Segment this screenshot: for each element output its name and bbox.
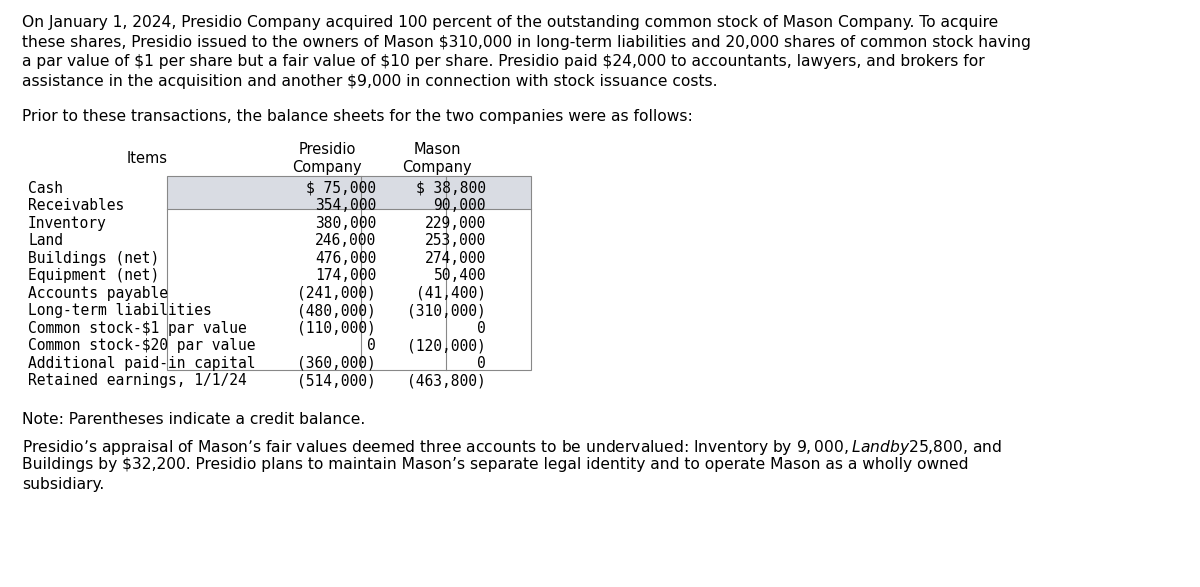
Text: Presidio
Company: Presidio Company (292, 143, 362, 175)
Text: 274,000: 274,000 (425, 251, 486, 266)
Text: 174,000: 174,000 (314, 268, 376, 284)
Text: Long-term liabilities: Long-term liabilities (28, 303, 211, 318)
Text: On January 1, 2024, Presidio Company acquired 100 percent of the outstanding com: On January 1, 2024, Presidio Company acq… (22, 15, 998, 30)
Text: 246,000: 246,000 (314, 234, 376, 248)
Text: Presidio’s appraisal of Mason’s fair values deemed three accounts to be underval: Presidio’s appraisal of Mason’s fair val… (22, 438, 1002, 457)
Text: 354,000: 354,000 (314, 198, 376, 213)
Text: (480,000): (480,000) (298, 303, 376, 318)
Text: Cash: Cash (28, 181, 64, 196)
Text: Mason
Company: Mason Company (402, 143, 472, 175)
Text: Buildings by $32,200. Presidio plans to maintain Mason’s separate legal identity: Buildings by $32,200. Presidio plans to … (22, 457, 968, 473)
Text: Retained earnings, 1/1/24: Retained earnings, 1/1/24 (28, 373, 247, 389)
Text: subsidiary.: subsidiary. (22, 477, 104, 492)
Text: (360,000): (360,000) (298, 356, 376, 371)
Text: Land: Land (28, 234, 64, 248)
Text: Common stock-$1 par value: Common stock-$1 par value (28, 321, 247, 336)
Text: 90,000: 90,000 (433, 198, 486, 213)
Text: Receivables: Receivables (28, 198, 125, 213)
Text: these shares, Presidio issued to the owners of Mason $310,000 in long-term liabi: these shares, Presidio issued to the own… (22, 35, 1031, 49)
Text: (110,000): (110,000) (298, 321, 376, 336)
Text: Inventory: Inventory (28, 216, 107, 231)
Text: (120,000): (120,000) (407, 338, 486, 353)
Text: (310,000): (310,000) (407, 303, 486, 318)
Text: 50,400: 50,400 (433, 268, 486, 284)
Text: 0: 0 (367, 338, 376, 353)
Text: $ 75,000: $ 75,000 (306, 181, 376, 196)
Text: Prior to these transactions, the balance sheets for the two companies were as fo: Prior to these transactions, the balance… (22, 109, 692, 124)
Text: Accounts payable: Accounts payable (28, 286, 168, 301)
Text: Buildings (net): Buildings (net) (28, 251, 160, 266)
Text: 0: 0 (478, 321, 486, 336)
Text: (463,800): (463,800) (407, 373, 486, 389)
Text: 380,000: 380,000 (314, 216, 376, 231)
Text: (241,000): (241,000) (298, 286, 376, 301)
Text: 0: 0 (478, 356, 486, 371)
Text: 253,000: 253,000 (425, 234, 486, 248)
Text: 476,000: 476,000 (314, 251, 376, 266)
Text: (514,000): (514,000) (298, 373, 376, 389)
Text: (41,400): (41,400) (416, 286, 486, 301)
Text: Equipment (net): Equipment (net) (28, 268, 160, 284)
Bar (167, 176, 532, 209)
Text: 229,000: 229,000 (425, 216, 486, 231)
Text: assistance in the acquisition and another $9,000 in connection with stock issuan: assistance in the acquisition and anothe… (22, 73, 718, 89)
Text: Additional paid-in capital: Additional paid-in capital (28, 356, 256, 371)
Text: $ 38,800: $ 38,800 (416, 181, 486, 196)
Text: a par value of $1 per share but a fair value of $10 per share. Presidio paid $24: a par value of $1 per share but a fair v… (22, 54, 985, 69)
Text: Note: Parentheses indicate a credit balance.: Note: Parentheses indicate a credit bala… (22, 411, 365, 427)
Text: Items: Items (126, 151, 168, 166)
Text: Common stock-$20 par value: Common stock-$20 par value (28, 338, 256, 353)
